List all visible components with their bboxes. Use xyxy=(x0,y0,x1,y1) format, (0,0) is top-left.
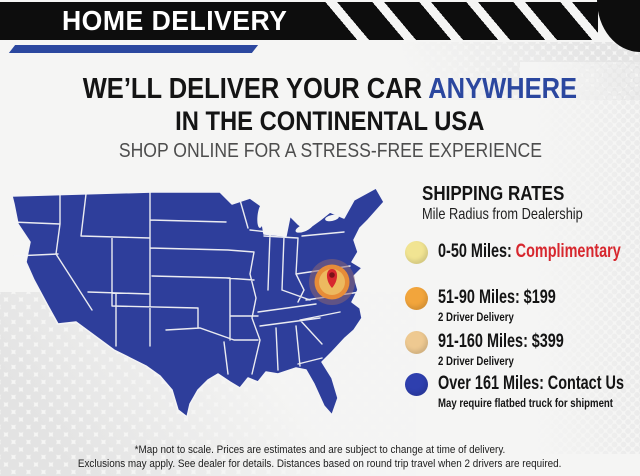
disclaimer-line2: Exclusions may apply. See dealer for det… xyxy=(78,457,562,470)
blue-underline-bar xyxy=(8,45,259,53)
rate-value: Complimentary xyxy=(515,241,621,262)
shipping-rate-row: 91-160 Miles: $399 2 Driver Delivery xyxy=(405,330,604,369)
rate-note: 2 Driver Delivery xyxy=(438,354,514,368)
rate-dot-icon xyxy=(405,241,428,264)
rate-value: $399 xyxy=(531,331,564,352)
rate-label: 91-160 Miles: xyxy=(438,331,528,352)
diagonal-stripes xyxy=(322,2,598,40)
usa-map xyxy=(11,187,385,418)
map-pin-icon xyxy=(326,269,338,288)
shipping-rates-subtitle: Mile Radius from Dealership xyxy=(422,206,583,223)
headline-highlight: ANYWHERE xyxy=(428,73,578,105)
map-pin-hole xyxy=(329,272,335,278)
rate-dot-icon xyxy=(405,287,428,310)
map-container xyxy=(2,178,398,426)
rate-label: 51-90 Miles: xyxy=(438,287,520,308)
shipping-rate-row: 51-90 Miles: $199 2 Driver Delivery xyxy=(405,286,593,325)
shipping-rate-row: Over 161 Miles: Contact Us May require fl… xyxy=(405,372,640,411)
rate-dot-icon xyxy=(405,373,428,396)
disclaimer: *Map not to scale. Prices are estimates … xyxy=(0,444,640,471)
headline-prefix: WE’LL DELIVER YOUR CAR xyxy=(82,73,429,105)
rate-note: 2 Driver Delivery xyxy=(438,310,514,324)
great-lakes xyxy=(257,202,339,233)
shipping-rates-title: SHIPPING RATES xyxy=(422,183,565,205)
shipping-rate-row: 0-50 Miles: Complimentary xyxy=(405,240,640,264)
banner-bar xyxy=(0,2,322,40)
rate-note: May require flatbed truck for shipment xyxy=(438,396,613,410)
headline-line2: IN THE CONTINENTAL USA xyxy=(175,106,485,136)
rate-value: Contact Us xyxy=(547,373,624,394)
headline-line1: WE’LL DELIVER YOUR CAR ANYWHERE xyxy=(10,73,640,106)
rate-value: $199 xyxy=(523,287,556,308)
halftone-texture-right xyxy=(520,62,640,454)
rate-label: Over 161 Miles: xyxy=(438,373,544,394)
dealership-marker xyxy=(309,259,355,305)
rate-dot-icon xyxy=(405,331,428,354)
disclaimer-line1: *Map not to scale. Prices are estimates … xyxy=(134,444,506,456)
rate-label: 0-50 Miles: xyxy=(438,241,512,262)
state-borders xyxy=(11,191,361,375)
banner-title: HOME DELIVERY xyxy=(62,5,288,36)
headline-subtitle: SHOP ONLINE FOR A STRESS-FREE EXPERIENCE xyxy=(118,140,542,162)
